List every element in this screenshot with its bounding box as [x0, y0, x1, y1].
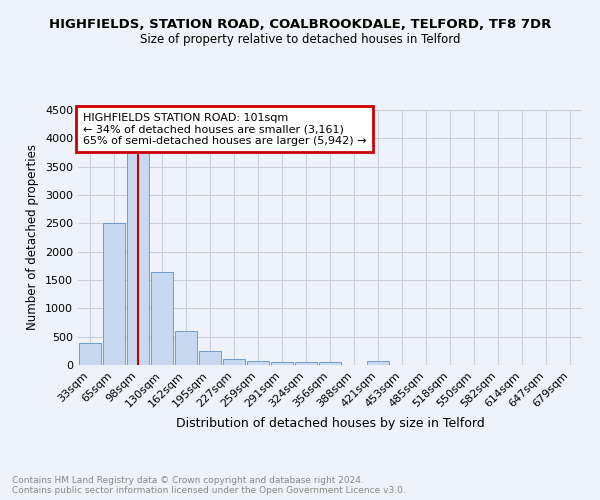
Bar [223, 359, 245, 365]
Bar [319, 362, 341, 365]
Bar [199, 352, 221, 365]
Bar [295, 362, 317, 365]
X-axis label: Distribution of detached houses by size in Telford: Distribution of detached houses by size … [176, 417, 484, 430]
Bar [367, 361, 389, 365]
Bar [127, 152, 149, 365]
Bar [103, 224, 125, 365]
Bar [79, 344, 101, 365]
Text: HIGHFIELDS, STATION ROAD, COALBROOKDALE, TELFORD, TF8 7DR: HIGHFIELDS, STATION ROAD, COALBROOKDALE,… [49, 18, 551, 30]
Bar [151, 272, 173, 365]
Bar [271, 362, 293, 365]
Bar [175, 331, 197, 365]
Text: Contains HM Land Registry data © Crown copyright and database right 2024.
Contai: Contains HM Land Registry data © Crown c… [12, 476, 406, 495]
Text: Size of property relative to detached houses in Telford: Size of property relative to detached ho… [140, 32, 460, 46]
Y-axis label: Number of detached properties: Number of detached properties [26, 144, 40, 330]
Text: HIGHFIELDS STATION ROAD: 101sqm
← 34% of detached houses are smaller (3,161)
65%: HIGHFIELDS STATION ROAD: 101sqm ← 34% of… [83, 112, 367, 146]
Bar [247, 361, 269, 365]
